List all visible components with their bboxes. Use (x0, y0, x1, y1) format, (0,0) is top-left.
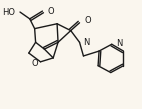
Text: O: O (84, 16, 91, 25)
Text: O: O (31, 59, 38, 68)
Text: HO: HO (2, 8, 15, 17)
Text: O: O (47, 7, 54, 16)
Text: N: N (116, 39, 122, 48)
Text: N: N (83, 38, 90, 47)
